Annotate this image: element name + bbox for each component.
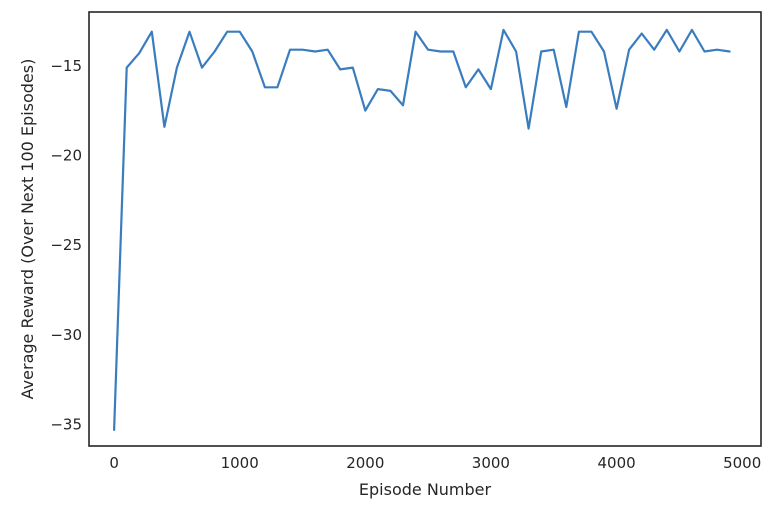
- x-tick-label: 3000: [472, 454, 510, 472]
- x-tick-label: 5000: [723, 454, 761, 472]
- x-tick-label: 4000: [598, 454, 636, 472]
- y-tick-label: −30: [50, 326, 82, 344]
- y-axis-label: Average Reward (Over Next 100 Episodes): [18, 59, 37, 400]
- data-series: [113, 28, 731, 431]
- x-tick-label: 0: [109, 454, 119, 472]
- y-tick-label: −15: [50, 57, 82, 75]
- plot-area: [89, 12, 761, 446]
- axis-ticks: 0 1000 2000 3000 4000 5000 −35 −30 −25 −20 −15: [50, 57, 761, 472]
- y-tick-label: −25: [50, 236, 82, 254]
- x-axis-label: Episode Number: [359, 480, 492, 499]
- plot-frame: [88, 11, 762, 447]
- x-tick-label: 2000: [346, 454, 384, 472]
- y-tick-label: −35: [50, 416, 82, 434]
- x-tick-label: 1000: [221, 454, 259, 472]
- y-tick-label: −20: [50, 147, 82, 165]
- series-line: [113, 28, 731, 431]
